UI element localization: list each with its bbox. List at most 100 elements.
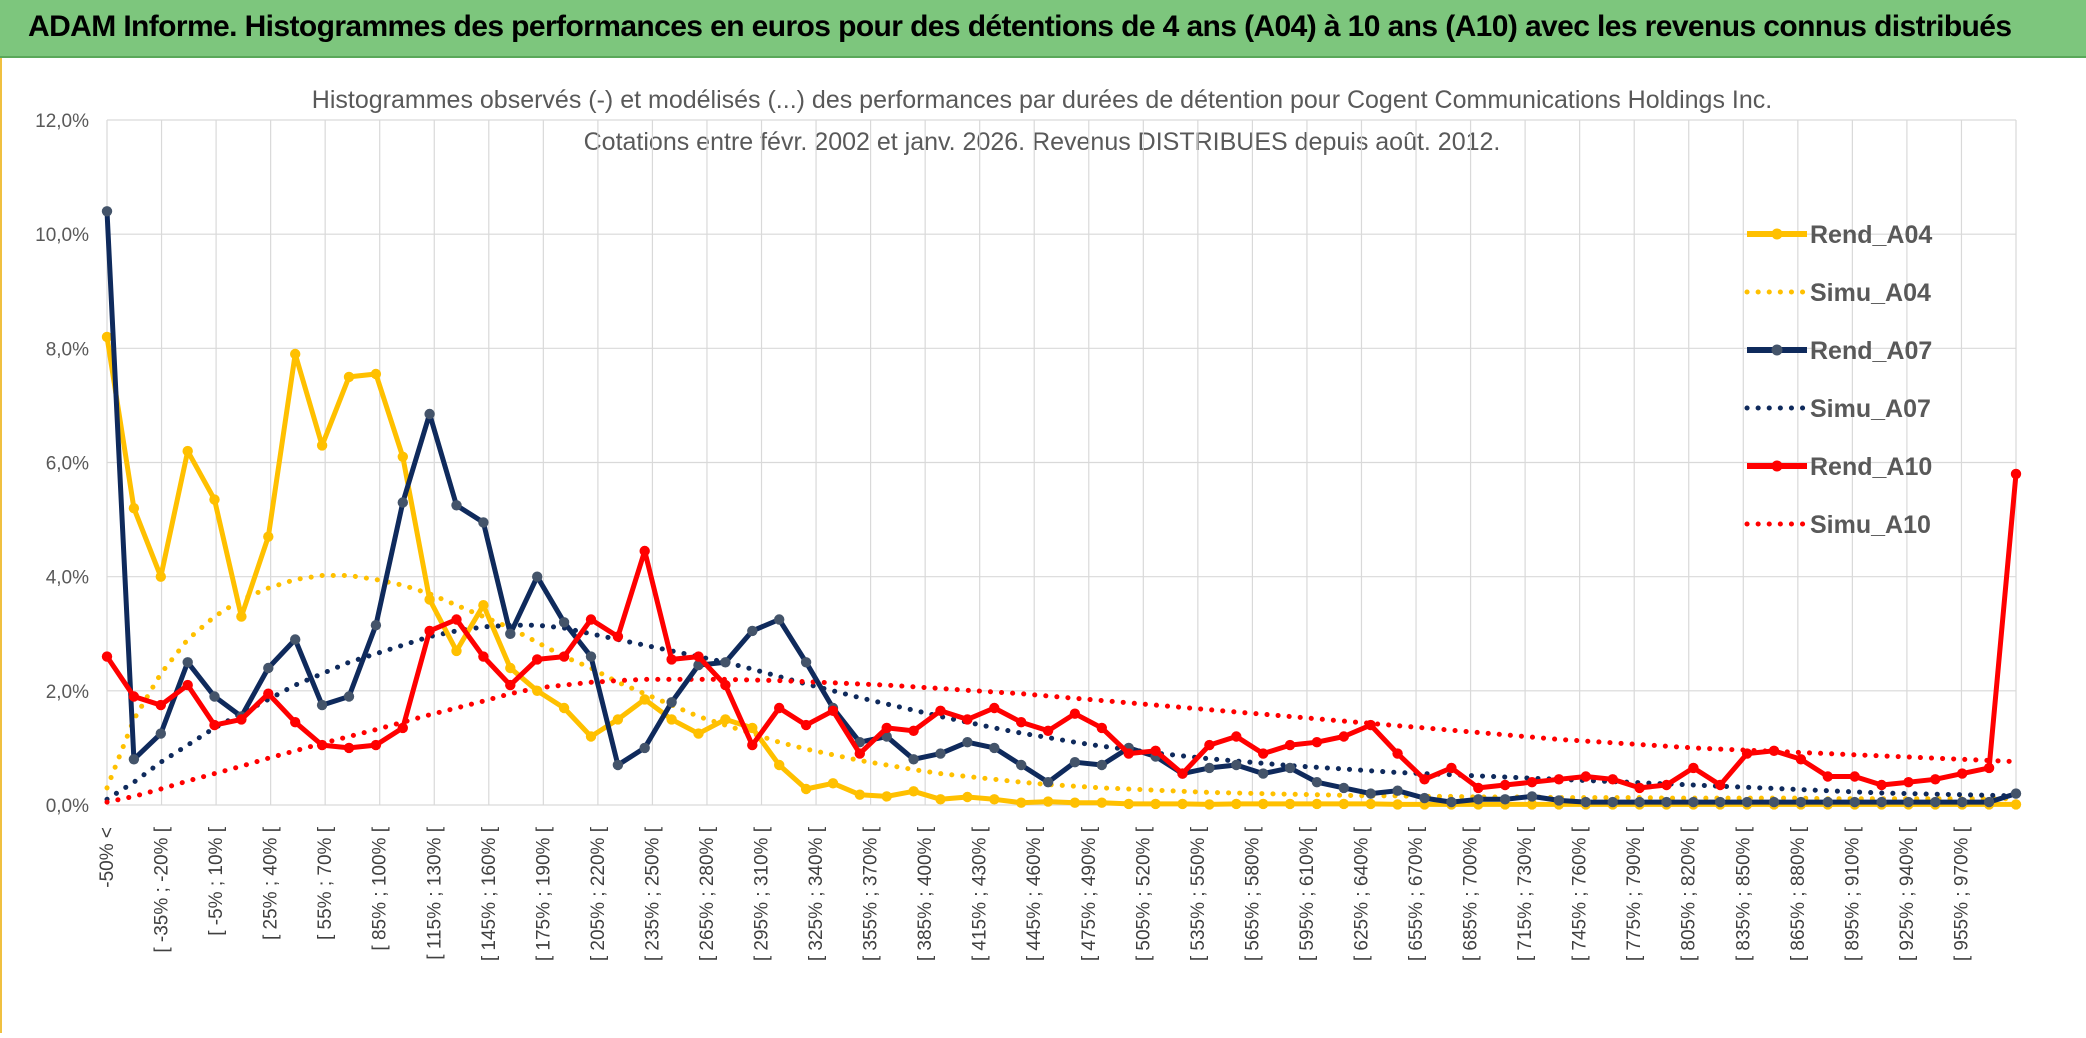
data-point <box>962 791 973 803</box>
legend-label: Rend_A10 <box>1810 453 1932 481</box>
legend-marker <box>1771 228 1783 240</box>
data-point <box>397 722 408 734</box>
series-line <box>104 573 2019 802</box>
data-point <box>558 702 570 714</box>
data-point <box>908 786 919 797</box>
data-point <box>666 654 677 665</box>
data-point <box>370 620 382 631</box>
data-point <box>1096 797 1108 808</box>
x-tick-label: [ -5% ; 10% [ <box>206 826 227 935</box>
data-point <box>800 783 812 795</box>
data-point <box>478 651 489 662</box>
data-point <box>451 645 462 657</box>
data-point <box>1849 796 1860 808</box>
data-point <box>128 691 140 702</box>
legend-item: Rend_A10 <box>1747 453 1932 481</box>
data-point <box>532 571 543 582</box>
data-point <box>1419 792 1430 804</box>
data-point <box>558 617 570 628</box>
x-tick-label: [ 895% ; 910% [ <box>1842 826 1863 961</box>
data-point <box>236 611 247 622</box>
data-point <box>1822 771 1834 782</box>
data-point <box>505 679 516 691</box>
data-point <box>666 714 677 725</box>
data-point <box>935 705 946 716</box>
x-tick-label: [ 295% ; 310% [ <box>752 826 773 961</box>
data-point <box>1688 796 1699 808</box>
data-point <box>101 651 113 662</box>
data-point <box>478 600 489 611</box>
data-point <box>1473 794 1484 805</box>
data-point <box>1338 798 1350 810</box>
data-point <box>1499 794 1511 805</box>
data-point <box>263 662 274 674</box>
data-point <box>962 714 973 725</box>
data-point <box>155 699 166 711</box>
x-tick-label: [ 265% ; 280% [ <box>697 826 718 961</box>
x-tick-label: [ 385% ; 400% [ <box>915 826 936 961</box>
data-point <box>1661 779 1672 791</box>
data-point <box>1258 768 1269 779</box>
histogram-chart: Histogrammes observés (-) et modélisés (… <box>2 58 2086 1033</box>
data-point <box>1553 795 1565 806</box>
data-point <box>1634 796 1645 808</box>
data-point <box>209 494 220 505</box>
data-point <box>1311 777 1323 788</box>
x-tick-label: [ 775% ; 790% [ <box>1624 826 1645 961</box>
data-point <box>290 634 301 645</box>
data-point <box>1957 796 1968 808</box>
data-point <box>1957 768 1968 779</box>
x-tick-label: [ 235% ; 250% [ <box>642 826 663 961</box>
data-point <box>558 651 570 662</box>
data-point <box>1607 774 1618 785</box>
data-point <box>1096 759 1108 771</box>
data-point <box>1231 731 1242 742</box>
y-tick-label: 8,0% <box>46 339 89 360</box>
legend-marker <box>1771 344 1783 356</box>
data-point <box>1446 762 1457 774</box>
data-point <box>1849 771 1860 782</box>
legend-item: Simu_A04 <box>1744 279 1931 307</box>
data-point <box>1150 798 1161 810</box>
data-point <box>800 657 812 668</box>
data-point <box>962 737 973 748</box>
legend: Rend_A04 Simu_A04 Rend_A07 Simu_A07 Rend_A10… <box>1744 221 1932 539</box>
data-point <box>639 545 650 557</box>
data-point <box>370 739 382 751</box>
legend-item: Simu_A07 <box>1744 395 1931 423</box>
x-tick-label: [ 925% ; 940% [ <box>1897 826 1918 961</box>
legend-label: Rend_A07 <box>1810 337 1932 365</box>
series-simu-a10 <box>104 676 2019 805</box>
data-point <box>424 408 435 420</box>
data-point <box>1876 796 1887 808</box>
data-point <box>666 697 677 708</box>
data-point <box>800 719 812 731</box>
data-point <box>881 791 892 802</box>
data-point <box>2010 788 2022 799</box>
data-point <box>1069 797 1081 808</box>
data-point <box>182 657 193 668</box>
data-point <box>1204 739 1215 751</box>
data-point <box>1231 759 1242 771</box>
x-tick-label: [ 805% ; 820% [ <box>1679 826 1700 961</box>
legend-item: Simu_A10 <box>1744 511 1931 539</box>
data-point <box>1419 774 1430 785</box>
data-point <box>1903 777 1914 788</box>
data-point <box>1338 731 1350 742</box>
x-tick-label: [ 655% ; 670% [ <box>1406 826 1427 961</box>
data-point <box>585 731 597 742</box>
legend-marker <box>1771 460 1783 472</box>
data-point <box>478 517 489 528</box>
data-point <box>1042 777 1054 788</box>
chart-title: Histogrammes observés (-) et modélisés (… <box>312 86 1772 114</box>
data-point <box>451 614 462 625</box>
data-point <box>1231 798 1242 810</box>
y-tick-label: 12,0% <box>35 111 89 132</box>
data-point <box>1930 796 1941 808</box>
legend-label: Simu_A04 <box>1810 279 1931 307</box>
data-point <box>1284 762 1296 774</box>
data-point <box>1284 739 1296 751</box>
x-tick-label: -50% < <box>97 827 118 888</box>
data-point <box>693 651 704 662</box>
data-point <box>263 688 274 699</box>
